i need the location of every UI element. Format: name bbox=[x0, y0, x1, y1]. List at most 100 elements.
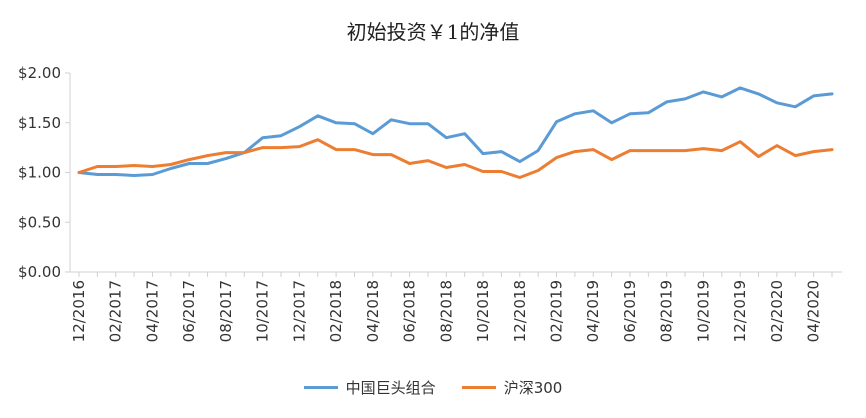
data-point bbox=[830, 148, 834, 151]
data-point bbox=[775, 144, 779, 147]
y-tick-label: $0.50 bbox=[18, 213, 61, 231]
data-point bbox=[702, 147, 705, 150]
x-tick-label: 06/2017 bbox=[180, 280, 198, 342]
data-point bbox=[206, 154, 209, 157]
x-tick-label: 04/2018 bbox=[364, 280, 382, 342]
x-tick-label: 06/2019 bbox=[621, 280, 639, 342]
x-tick-label: 02/2019 bbox=[548, 280, 566, 342]
x-tick-label: 02/2017 bbox=[107, 280, 125, 342]
data-point bbox=[775, 101, 779, 105]
data-point bbox=[794, 105, 797, 109]
x-tick-label: 08/2017 bbox=[217, 280, 235, 342]
data-point bbox=[169, 167, 172, 170]
data-point bbox=[224, 157, 228, 160]
x-tick-label: 02/2020 bbox=[768, 280, 786, 342]
legend-item-1: 中国巨头组合 bbox=[303, 377, 436, 398]
data-point bbox=[96, 173, 99, 176]
data-point bbox=[371, 132, 375, 135]
x-tick-label: 04/2017 bbox=[143, 280, 161, 342]
data-point bbox=[445, 136, 448, 139]
x-tick-label: 08/2018 bbox=[437, 280, 455, 342]
data-point bbox=[757, 155, 760, 158]
legend-label: 沪深300 bbox=[503, 379, 563, 397]
x-tick-label: 12/2017 bbox=[290, 280, 308, 342]
data-point bbox=[371, 153, 375, 156]
legend: 中国巨头组合 沪深300 bbox=[0, 377, 866, 398]
data-point bbox=[647, 149, 650, 152]
data-point bbox=[628, 112, 632, 116]
data-point bbox=[610, 121, 613, 125]
x-tick-label: 10/2018 bbox=[474, 280, 492, 342]
data-point bbox=[261, 136, 264, 139]
data-point bbox=[243, 151, 246, 154]
data-point bbox=[169, 163, 172, 166]
data-point bbox=[445, 166, 448, 169]
data-point bbox=[316, 138, 319, 141]
data-point bbox=[518, 160, 521, 163]
data-point bbox=[592, 148, 595, 151]
x-tick-label: 06/2018 bbox=[401, 280, 419, 342]
data-point bbox=[500, 150, 503, 153]
data-point bbox=[757, 92, 760, 96]
data-point bbox=[132, 174, 136, 177]
data-point bbox=[555, 156, 558, 159]
x-tick-label: 12/2016 bbox=[70, 280, 88, 342]
data-point bbox=[463, 132, 466, 135]
data-point bbox=[188, 158, 191, 161]
data-point bbox=[206, 162, 209, 165]
data-point bbox=[812, 150, 815, 153]
data-point bbox=[739, 86, 742, 90]
data-point bbox=[426, 159, 430, 162]
legend-swatch bbox=[303, 386, 338, 389]
data-point bbox=[353, 122, 356, 125]
data-point bbox=[96, 165, 99, 168]
y-tick-label: $2.00 bbox=[18, 64, 61, 82]
data-point bbox=[720, 95, 723, 99]
data-point bbox=[426, 122, 430, 125]
data-point bbox=[334, 148, 338, 151]
data-point bbox=[390, 118, 393, 122]
data-point bbox=[334, 121, 338, 125]
data-point bbox=[665, 149, 668, 152]
data-point bbox=[298, 145, 301, 148]
data-point bbox=[279, 146, 283, 149]
data-point bbox=[132, 164, 136, 167]
data-point bbox=[702, 90, 705, 94]
x-tick-label: 08/2019 bbox=[658, 280, 676, 342]
x-tick-label: 04/2019 bbox=[584, 280, 602, 342]
data-point bbox=[151, 165, 154, 168]
data-point bbox=[573, 112, 577, 116]
data-point bbox=[812, 94, 815, 98]
data-point bbox=[279, 134, 283, 137]
data-point bbox=[794, 154, 797, 157]
x-tick-label: 12/2018 bbox=[511, 280, 529, 342]
data-point bbox=[610, 158, 613, 161]
legend-swatch bbox=[461, 386, 496, 389]
data-point bbox=[720, 149, 723, 152]
x-tick-label: 02/2018 bbox=[327, 280, 345, 342]
data-point bbox=[408, 122, 411, 125]
data-point bbox=[298, 125, 301, 128]
chart-title: 初始投资￥1的净值 bbox=[346, 20, 520, 44]
data-point bbox=[647, 111, 650, 115]
data-point bbox=[536, 149, 540, 152]
x-tick-label: 10/2019 bbox=[694, 280, 712, 342]
data-point bbox=[555, 120, 558, 124]
data-point bbox=[151, 173, 154, 176]
data-point bbox=[114, 165, 117, 168]
data-point bbox=[536, 169, 540, 172]
data-point bbox=[481, 170, 485, 173]
data-point bbox=[390, 153, 393, 156]
x-tick-label: 12/2019 bbox=[731, 280, 749, 342]
data-point bbox=[463, 163, 466, 166]
y-tick-label: $1.00 bbox=[18, 164, 61, 182]
data-point bbox=[353, 148, 356, 151]
data-point bbox=[408, 162, 411, 165]
data-point bbox=[114, 173, 117, 176]
data-point bbox=[500, 170, 503, 173]
data-point bbox=[628, 149, 632, 152]
data-point bbox=[518, 176, 521, 179]
data-point bbox=[683, 149, 687, 152]
data-point bbox=[316, 114, 319, 118]
